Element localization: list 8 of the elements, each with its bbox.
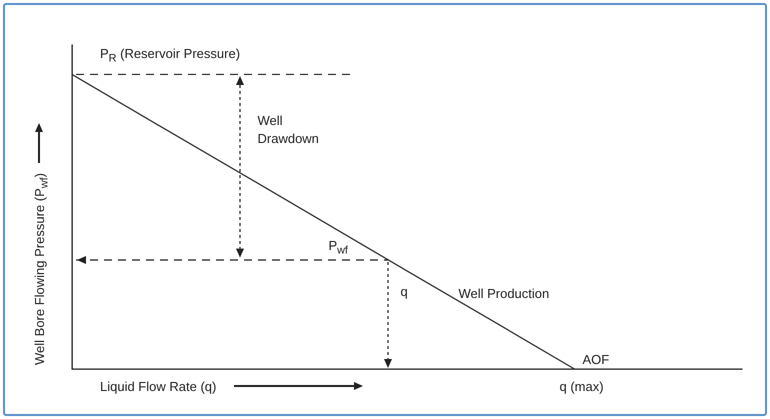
ref-line-label: P$_{wf}$ [328, 238, 348, 259]
annotation: AOF [582, 352, 610, 367]
x-axis-title: Liquid Flow Rate (q) [100, 379, 216, 394]
annotation: Well Drawdown [258, 112, 320, 148]
annotation: Well Production [458, 286, 550, 302]
ref-line-label: P$_{R}$ (Reservoir Pressure) [100, 46, 240, 68]
annotation: q [400, 284, 408, 300]
text: q (max) [560, 379, 604, 394]
